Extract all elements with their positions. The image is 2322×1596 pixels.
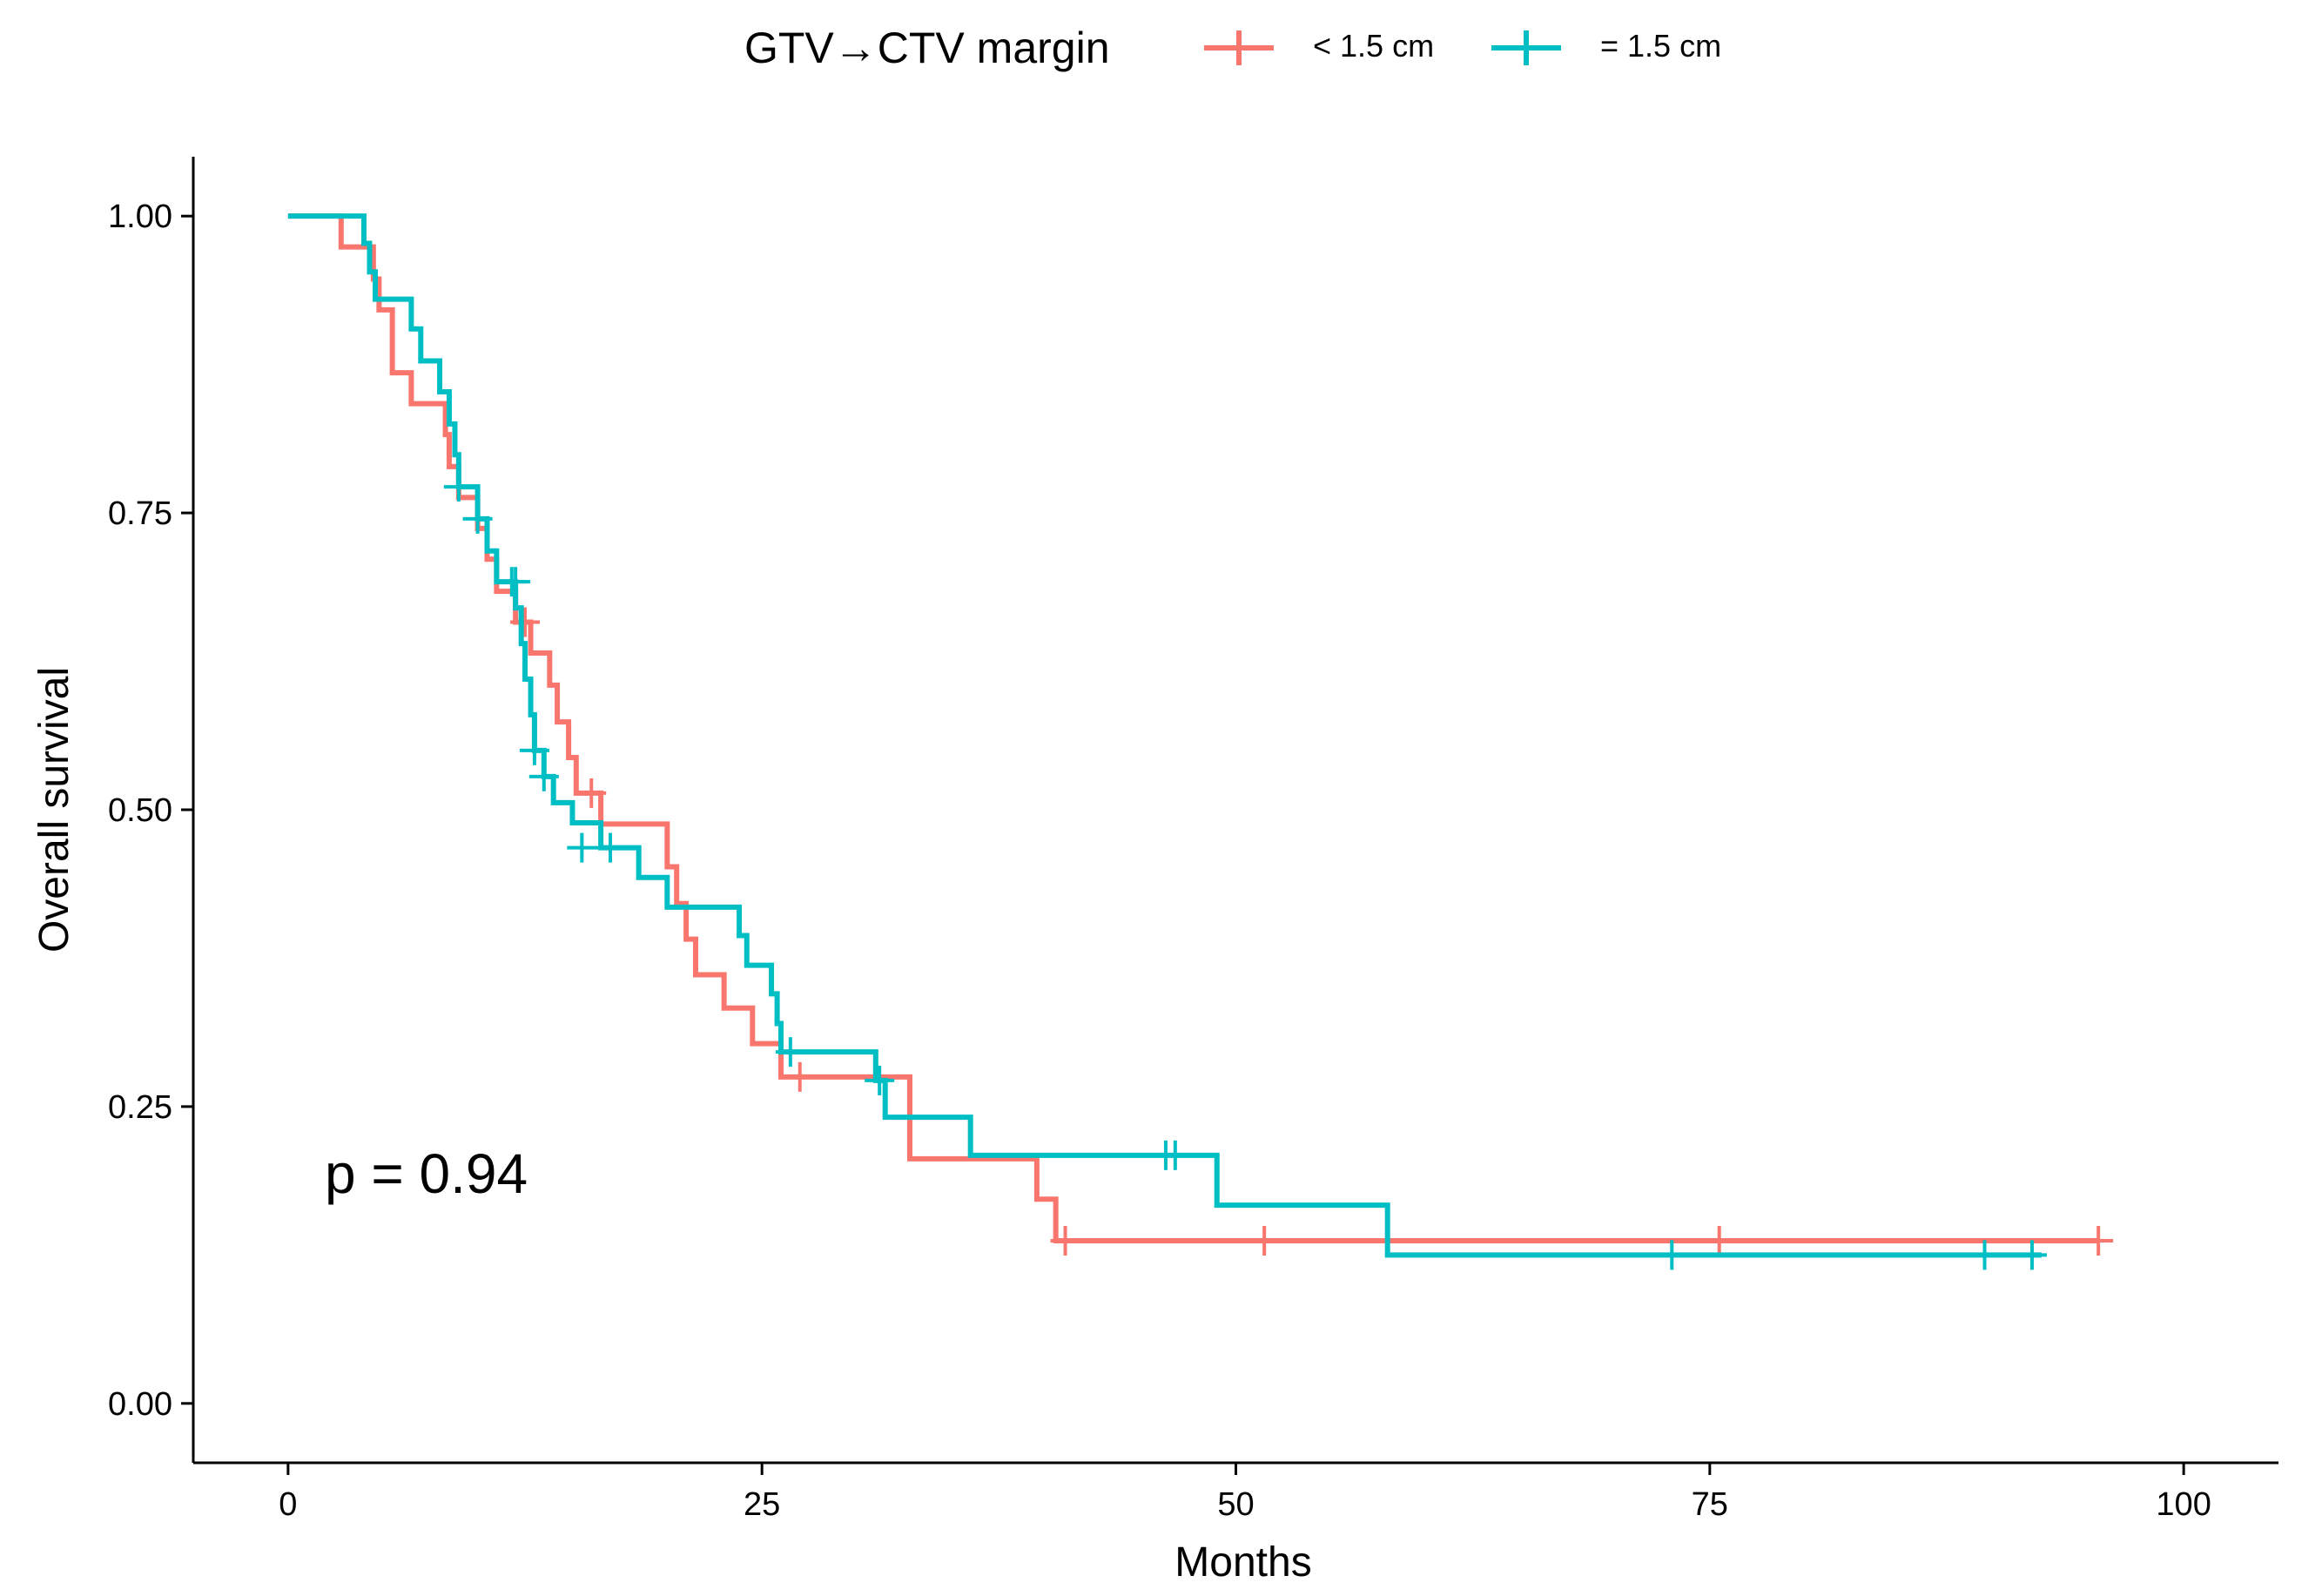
x-ticks: 0 25 50 75 100 (279, 1463, 2211, 1523)
y-tick-label: 0.25 (108, 1089, 172, 1126)
series-2 (287, 213, 2047, 1270)
legend-title: GTV→CTV margin (744, 24, 1110, 72)
y-tick-label: 0.75 (108, 495, 172, 532)
legend-item-series-1: < 1.5 cm (1204, 28, 1434, 65)
y-tick-label: 0.50 (108, 792, 172, 829)
legend-label-1: < 1.5 cm (1313, 28, 1434, 64)
survival-curve-2 (287, 213, 2042, 1258)
x-tick-label: 50 (1217, 1486, 1254, 1523)
y-ticks: 0.00 0.25 0.50 0.75 1.00 (108, 199, 193, 1423)
x-tick-label: 25 (744, 1486, 780, 1523)
series-layer (287, 213, 2114, 1270)
y-axis-title: Overall survival (31, 667, 77, 953)
x-tick-label: 75 (1692, 1486, 1728, 1523)
legend: GTV→CTV margin < 1.5 cm = 1.5 cm (744, 24, 1721, 72)
legend-label-2: = 1.5 cm (1600, 28, 1721, 64)
x-axis-title: Months (1174, 1539, 1311, 1586)
survival-curve-1 (287, 213, 2099, 1243)
x-tick-label: 100 (2156, 1486, 2211, 1523)
x-tick-label: 0 (279, 1486, 297, 1523)
y-tick-label: 0.00 (108, 1386, 172, 1423)
legend-item-series-2: = 1.5 cm (1491, 28, 1721, 65)
y-tick-label: 1.00 (108, 199, 172, 235)
series-1 (287, 213, 2114, 1256)
p-value-annotation: p = 0.94 (325, 1142, 528, 1205)
